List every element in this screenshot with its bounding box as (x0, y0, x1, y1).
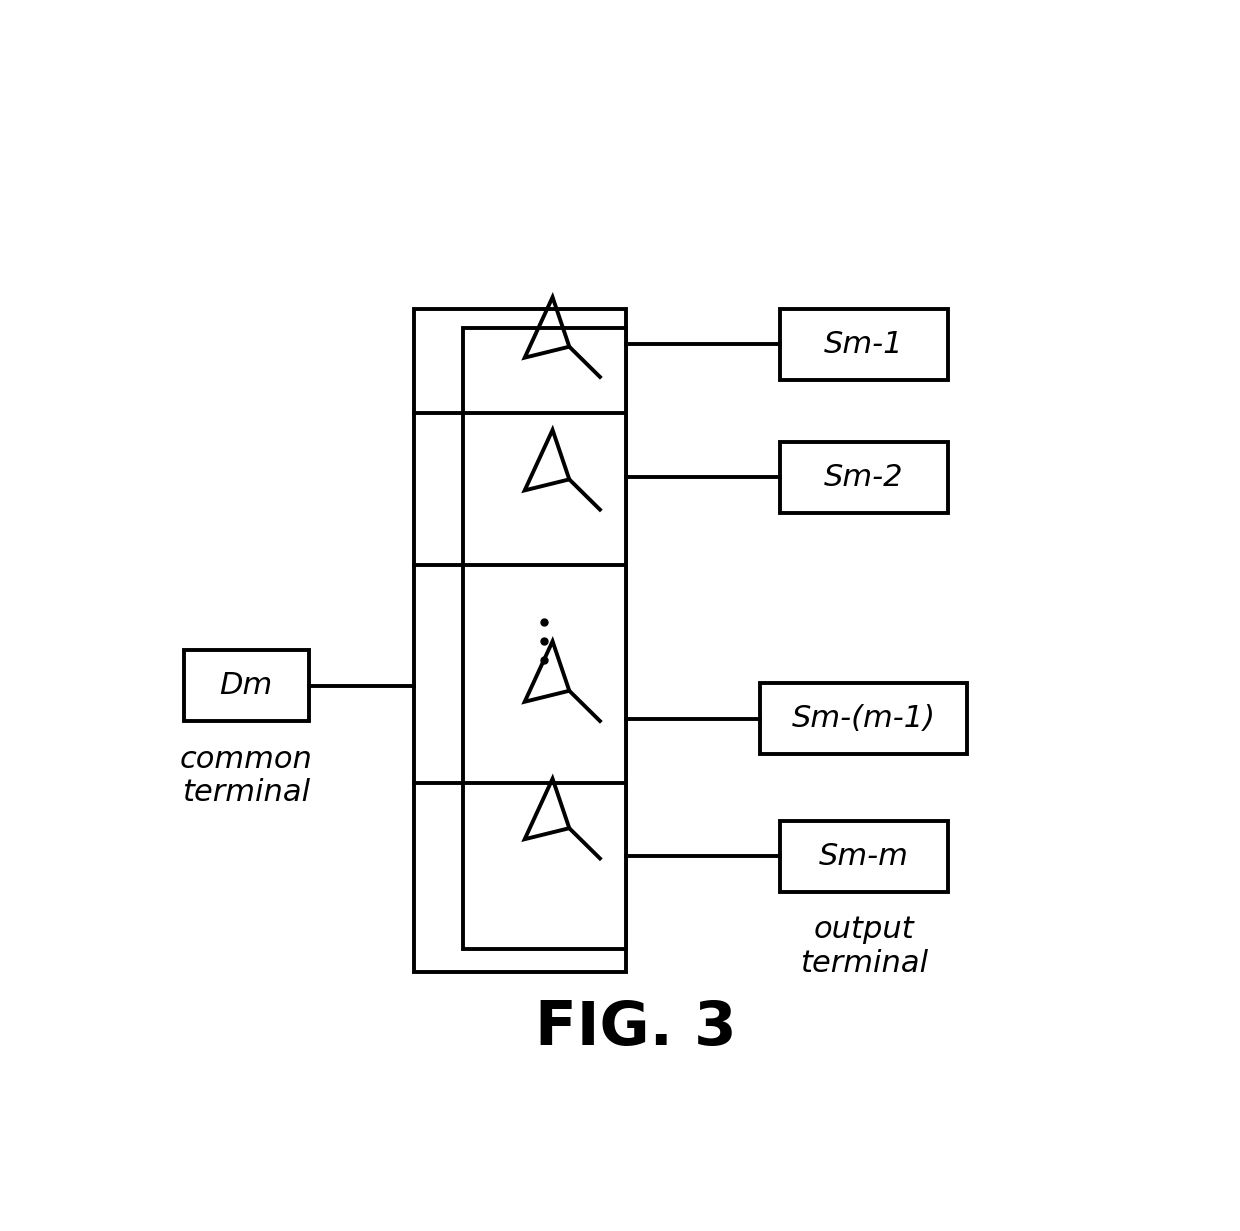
Text: output
terminal: output terminal (800, 916, 928, 979)
Bar (780, 442, 947, 512)
Bar (780, 821, 947, 891)
Bar (184, 650, 309, 721)
Bar (414, 309, 626, 972)
Text: Dm: Dm (219, 671, 273, 700)
Bar (780, 309, 947, 380)
Text: Sm-m: Sm-m (818, 842, 909, 870)
Text: Sm-(m-1): Sm-(m-1) (791, 704, 936, 734)
Text: common
terminal: common terminal (180, 745, 312, 808)
Bar (463, 327, 626, 949)
Text: FIG. 3: FIG. 3 (534, 998, 737, 1057)
Text: Sm-1: Sm-1 (825, 330, 904, 359)
Bar (760, 683, 967, 755)
Text: Sm-2: Sm-2 (825, 463, 904, 491)
